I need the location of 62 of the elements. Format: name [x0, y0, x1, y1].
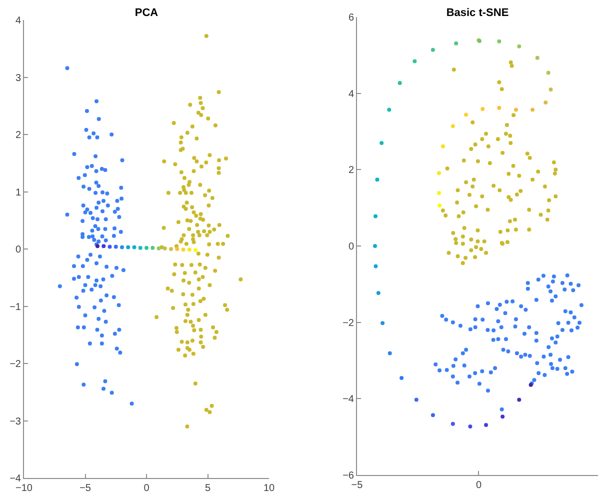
point: [514, 108, 518, 112]
point: [388, 351, 392, 356]
point: [517, 44, 522, 48]
point: [500, 414, 505, 419]
point: [468, 424, 472, 429]
point: [374, 264, 378, 268]
chart-title: PCA: [134, 6, 158, 19]
point: [530, 108, 535, 112]
point: [430, 48, 435, 52]
point: [480, 106, 485, 111]
point: [437, 171, 442, 176]
y-tick-label: 3: [15, 72, 22, 84]
point: [450, 124, 455, 128]
point: [497, 106, 502, 110]
x-tick-label: −5: [351, 480, 364, 491]
point: [440, 144, 445, 148]
point: [548, 88, 553, 92]
x-tick-label: 0: [476, 480, 482, 491]
x-tick-label: 5: [204, 483, 211, 494]
point: [450, 422, 455, 426]
y-tick-label: 4: [15, 16, 22, 26]
point: [517, 398, 522, 402]
point: [373, 244, 378, 248]
point: [400, 376, 404, 380]
point: [375, 178, 380, 182]
y-tick-label: 2: [15, 130, 22, 141]
point: [438, 204, 442, 208]
point: [374, 214, 378, 218]
point: [454, 41, 458, 46]
point: [414, 398, 418, 402]
point: [437, 190, 442, 195]
x-tick-label: −5: [80, 483, 92, 494]
y-tick-label: 2: [348, 165, 354, 176]
y-tick-label: −3: [10, 416, 22, 428]
point: [535, 56, 540, 60]
y-tick-label: −2: [10, 359, 22, 370]
point: [380, 140, 384, 145]
point: [544, 100, 548, 104]
y-tick-label: 6: [348, 12, 354, 24]
point: [376, 290, 380, 295]
point: [464, 112, 468, 117]
y-tick-label: −2: [342, 318, 354, 329]
x-tick-label: −10: [16, 483, 33, 494]
point: [430, 413, 435, 418]
y-tick-label: 0: [348, 242, 354, 252]
point: [398, 81, 402, 86]
y-tick-label: 0: [15, 244, 22, 256]
y-tick-label: −4: [342, 394, 354, 406]
point: [497, 39, 502, 44]
point: [484, 423, 488, 427]
point: [380, 321, 385, 326]
point: [546, 70, 550, 75]
x-tick-label: 10: [263, 483, 275, 494]
y-tick-label: −4: [10, 474, 22, 484]
y-tick-label: 4: [348, 88, 354, 100]
y-tick-label: −6: [342, 470, 354, 482]
chart-title: Basic t-SNE: [446, 6, 509, 19]
y-tick-label: 1: [15, 187, 22, 198]
point: [412, 59, 417, 64]
x-tick-label: 0: [144, 483, 150, 494]
y-tick-label: −1: [10, 302, 22, 313]
point: [387, 108, 392, 112]
